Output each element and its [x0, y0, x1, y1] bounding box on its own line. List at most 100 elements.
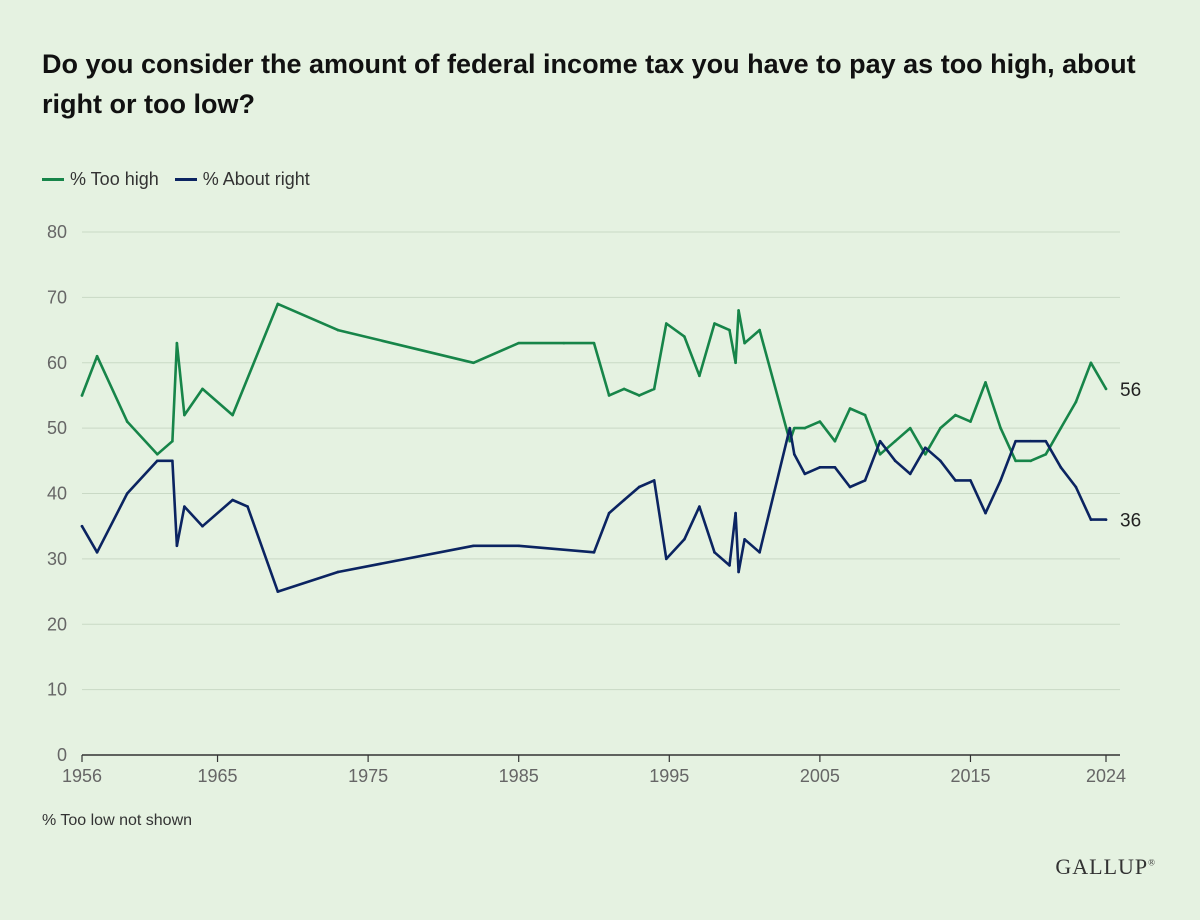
data-point-about-right	[833, 466, 837, 469]
footnote: % Too low not shown	[42, 812, 193, 829]
data-point-too-high	[713, 322, 716, 325]
data-point-too-high	[698, 374, 701, 378]
data-point-too-high	[155, 452, 159, 456]
x-tick-label: 1985	[499, 766, 539, 786]
legend: % Too high % About right	[42, 169, 326, 190]
legend-swatch-too-high	[42, 178, 64, 181]
data-point-about-right	[637, 485, 641, 489]
x-tick-label: 1965	[198, 766, 238, 786]
data-point-too-high	[95, 354, 99, 358]
data-point-too-high	[683, 335, 686, 338]
data-point-about-right	[683, 537, 686, 541]
data-point-too-high	[984, 381, 987, 384]
data-point-about-right	[1074, 485, 1078, 489]
y-tick-label: 50	[47, 418, 67, 438]
data-point-too-high	[336, 328, 340, 332]
data-point-too-high	[622, 387, 626, 391]
data-point-too-high	[833, 439, 837, 443]
data-point-too-high	[803, 426, 807, 430]
data-point-too-high	[1044, 452, 1048, 456]
data-point-too-high	[939, 426, 942, 430]
data-point-too-high	[472, 361, 475, 365]
data-point-too-high	[893, 439, 897, 443]
data-point-about-right	[743, 537, 746, 541]
gallup-logo: GALLUP®	[1055, 854, 1156, 879]
data-point-about-right	[592, 551, 596, 554]
data-point-too-high	[664, 322, 668, 325]
data-point-about-right	[276, 590, 280, 593]
data-point-too-high	[201, 387, 204, 391]
data-point-too-high	[792, 426, 796, 430]
data-point-too-high	[175, 341, 179, 345]
data-point-too-high	[1089, 361, 1093, 365]
y-tick-label: 80	[47, 222, 67, 242]
data-point-too-high	[848, 407, 852, 410]
data-point-about-right	[698, 505, 701, 508]
data-point-too-high	[276, 302, 280, 306]
data-point-about-right	[1044, 439, 1048, 443]
y-tick-label: 70	[47, 287, 67, 307]
data-point-too-high	[743, 341, 746, 345]
data-point-about-right	[1029, 439, 1033, 443]
data-point-too-high	[80, 394, 84, 397]
data-point-about-right	[517, 544, 521, 548]
data-point-too-high	[863, 413, 867, 417]
x-tick-label: 1956	[62, 766, 102, 786]
end-label-too-high: 56	[1120, 380, 1141, 401]
data-point-too-high	[923, 452, 927, 456]
data-point-too-high	[637, 394, 641, 397]
x-tick-label: 2005	[800, 766, 840, 786]
data-point-too-high	[592, 341, 596, 345]
data-point-about-right	[984, 511, 987, 515]
y-tick-label: 20	[47, 614, 67, 634]
data-point-about-right	[1104, 518, 1108, 521]
data-point-about-right	[1014, 439, 1017, 443]
x-tick-label: 2024	[1086, 766, 1126, 786]
data-point-too-high	[1059, 426, 1063, 430]
data-point-about-right	[664, 557, 668, 561]
data-point-about-right	[908, 472, 912, 476]
data-point-too-high	[607, 394, 611, 397]
x-tick-label: 1995	[649, 766, 689, 786]
y-tick-label: 10	[47, 680, 67, 700]
data-point-about-right	[201, 524, 204, 528]
data-point-about-right	[125, 492, 129, 495]
data-point-about-right	[1059, 466, 1063, 469]
data-point-about-right	[171, 459, 174, 463]
data-point-too-high	[758, 328, 761, 332]
data-point-too-high	[125, 420, 129, 423]
data-point-too-high	[517, 341, 521, 345]
series-line-too-high	[80, 302, 1108, 463]
data-point-too-high	[908, 426, 912, 430]
data-point-too-high	[171, 439, 174, 443]
data-point-too-high	[818, 420, 822, 423]
data-point-about-right	[1089, 518, 1093, 521]
data-point-too-high	[969, 420, 972, 423]
y-tick-label: 0	[57, 745, 67, 765]
data-point-about-right	[878, 439, 882, 443]
series-line-about-right	[80, 426, 1108, 593]
data-point-too-high	[1014, 459, 1017, 463]
y-tick-label: 60	[47, 353, 67, 373]
legend-item-too-high: % Too high	[42, 169, 159, 190]
data-point-about-right	[607, 511, 611, 515]
data-point-about-right	[788, 426, 792, 430]
data-point-about-right	[713, 551, 716, 554]
data-point-about-right	[954, 479, 957, 482]
data-point-too-high	[788, 439, 792, 443]
data-point-too-high	[878, 452, 882, 456]
y-tick-label: 40	[47, 484, 67, 504]
data-point-about-right	[472, 544, 475, 548]
data-point-about-right	[95, 551, 99, 554]
data-point-too-high	[231, 413, 234, 417]
data-point-about-right	[728, 564, 731, 567]
chart-title: Do you consider the amount of federal in…	[42, 49, 1136, 119]
data-point-about-right	[999, 479, 1002, 482]
data-point-too-high	[728, 328, 731, 332]
data-point-about-right	[183, 505, 186, 508]
data-point-about-right	[652, 479, 656, 482]
data-point-too-high	[562, 341, 566, 345]
data-point-too-high	[954, 413, 957, 417]
data-point-too-high	[737, 309, 740, 312]
